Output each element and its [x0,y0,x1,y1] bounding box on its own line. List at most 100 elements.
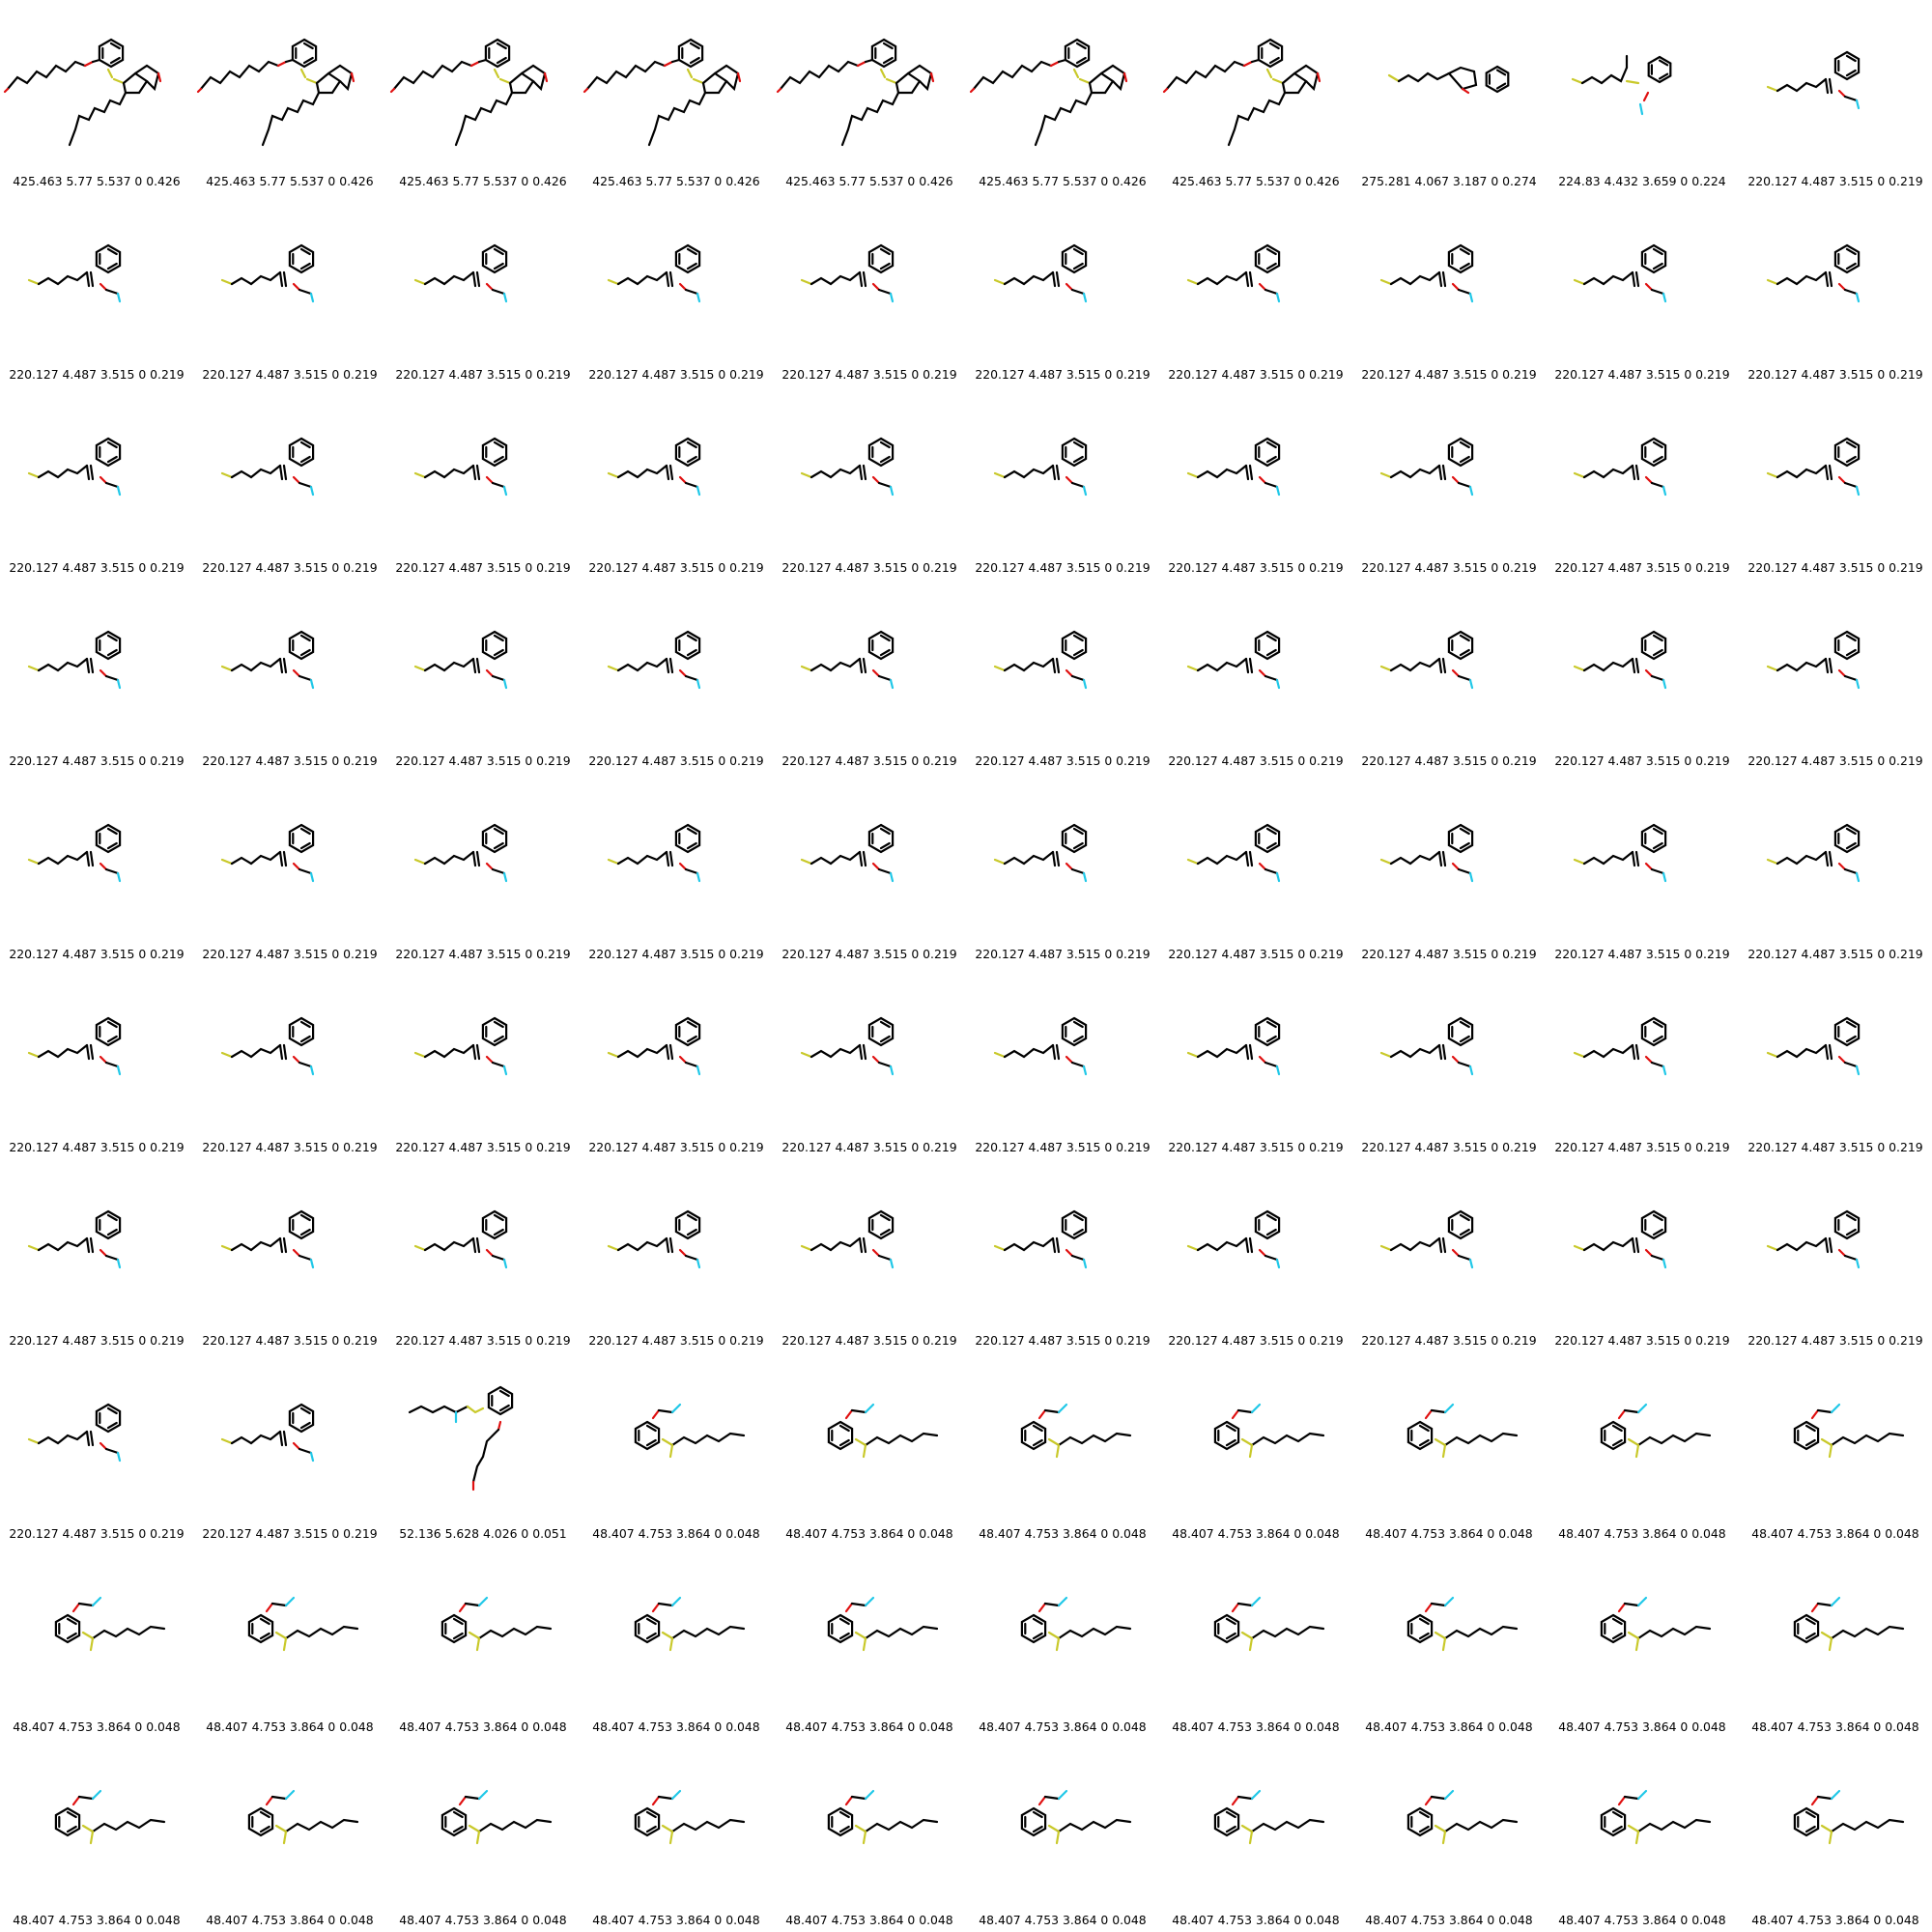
pentenyl-chain [1582,657,1634,672]
thiol-group [475,1830,481,1845]
molecule-structure-icon [1406,1789,1519,1845]
molecule-cell: 275.281 4.067 3.187 0 0.274 [1352,0,1546,193]
methoxy-oxygen [265,1795,274,1806]
methoxy-bond [1843,95,1859,102]
thio-bond [879,68,887,79]
fluoro-group [1082,1065,1088,1076]
vinyl-methylene [85,1236,95,1254]
ether-bond [477,58,488,64]
molecule-structure-icon [3,38,162,147]
fluoro-group [116,1258,122,1269]
thiol-group [282,1636,288,1652]
methoxy-oxygen [99,282,108,292]
thiol-group [1055,1636,1061,1652]
methoxy-oxygen [1644,475,1654,485]
pentenyl-chain [1003,850,1055,866]
molecule-cell: 425.463 5.77 5.537 0 0.426 [580,0,773,193]
molecule-cell: 220.127 4.487 3.515 0 0.219 [773,966,966,1159]
thiol-end [607,471,620,479]
vinyl-methylene [1051,464,1061,481]
sulfur-link [854,1631,867,1640]
methoxy-bond [850,1795,867,1801]
benzene-ring [1406,1806,1434,1837]
thiol-end [1186,1244,1200,1252]
molecule-structure-icon [634,1789,746,1845]
molecule-caption: 425.463 5.77 5.537 0 0.426 [979,174,1147,188]
molecule-caption: 220.127 4.487 3.515 0 0.219 [1361,367,1537,382]
thiol-end [1379,1051,1393,1059]
molecule-caption: 220.127 4.487 3.515 0 0.219 [588,753,764,768]
fluoro-group [1830,1403,1841,1414]
benzene-ring [1061,437,1088,468]
methoxy-oxygen [485,1248,495,1258]
thiol-end [1571,77,1584,85]
molecule-structure-icon [1379,437,1474,497]
molecule-caption: 220.127 4.487 3.515 0 0.219 [1168,367,1344,382]
molecule-structure-icon [1793,1403,1905,1459]
molecule-structure-icon [27,1016,122,1076]
vinyl-methylene [1244,657,1254,674]
thiol-end [220,665,234,672]
molecule-caption: 52.136 5.628 4.026 0 0.051 [399,1526,567,1541]
vinyl-methylene [471,1043,481,1061]
methoxy-oxygen [1258,862,1267,871]
molecule-cell: 220.127 4.487 3.515 0 0.219 [1546,580,1739,773]
sulfur-link [1078,77,1092,85]
methoxy-oxygen [678,862,688,871]
dienal-chain [6,60,87,91]
molecule-structure-icon [1213,1596,1325,1652]
fluoro-group [670,1403,682,1414]
molecule-caption: 220.127 4.487 3.515 0 0.219 [975,1140,1151,1154]
methoxy-oxygen [844,1602,854,1613]
fluoro-group [1468,292,1474,303]
pentenyl-chain [37,1236,89,1252]
vinyl-methylene [858,270,867,288]
methoxy-oxygen [1810,1795,1820,1806]
molecule-structure-icon [220,823,315,883]
methoxy-oxygen [1451,862,1461,871]
benzene-ring [867,630,895,661]
molecule-structure-icon [1793,1596,1905,1652]
methoxy-oxygen [651,1795,661,1806]
benzene-ring [674,243,701,274]
pentenyl-chain [1003,657,1055,672]
molecule-structure-icon [413,1209,508,1269]
fluoro-group [1250,1596,1262,1607]
molecule-caption: 220.127 4.487 3.515 0 0.219 [781,367,957,382]
methoxy-oxygen [485,862,495,871]
molecule-caption: 220.127 4.487 3.515 0 0.219 [1361,947,1537,961]
methoxy-oxygen [485,1055,495,1065]
thiol-end [607,1244,620,1252]
molecule-structure-icon [1573,1016,1667,1076]
molecule-cell: 220.127 4.487 3.515 0 0.219 [1352,773,1546,966]
pentenyl-chain [423,1043,475,1059]
molecule-caption: 220.127 4.487 3.515 0 0.219 [9,1333,185,1348]
benzene-ring [870,38,897,69]
benzene-ring [1061,1016,1088,1047]
molecule-structure-icon [800,1016,895,1076]
molecule-structure-icon [220,1403,315,1463]
fluoro-group [309,1451,315,1463]
thiol-group [1828,1443,1833,1459]
hexatrienyl-tail [454,91,514,147]
vinyl-methylene [1631,850,1640,867]
fluoro-group [1662,1065,1667,1076]
pentenyl-chain [1196,1043,1248,1059]
molecule-caption: 48.407 4.753 3.864 0 0.048 [785,1719,953,1734]
molecule-caption: 425.463 5.77 5.537 0 0.426 [206,174,374,188]
pentenyl-chain [616,464,668,479]
benzene-ring [1833,437,1861,468]
molecule-structure-icon [582,38,742,147]
fluoro-group [1662,678,1667,690]
benzene-ring [1447,437,1474,468]
molecule-cell: 220.127 4.487 3.515 0 0.219 [193,966,386,1159]
pentenyl-chain [1196,657,1248,672]
molecule-caption: 224.83 4.432 3.659 0 0.224 [1558,174,1726,188]
thiol-group [89,1636,95,1652]
benzene-ring [1447,1016,1474,1047]
methoxy-oxygen [292,1055,301,1065]
benzene-ring [1406,1420,1434,1451]
thiol-end [1186,278,1200,286]
benzene-ring [1020,1806,1047,1837]
molecule-caption: 220.127 4.487 3.515 0 0.219 [975,367,1151,382]
